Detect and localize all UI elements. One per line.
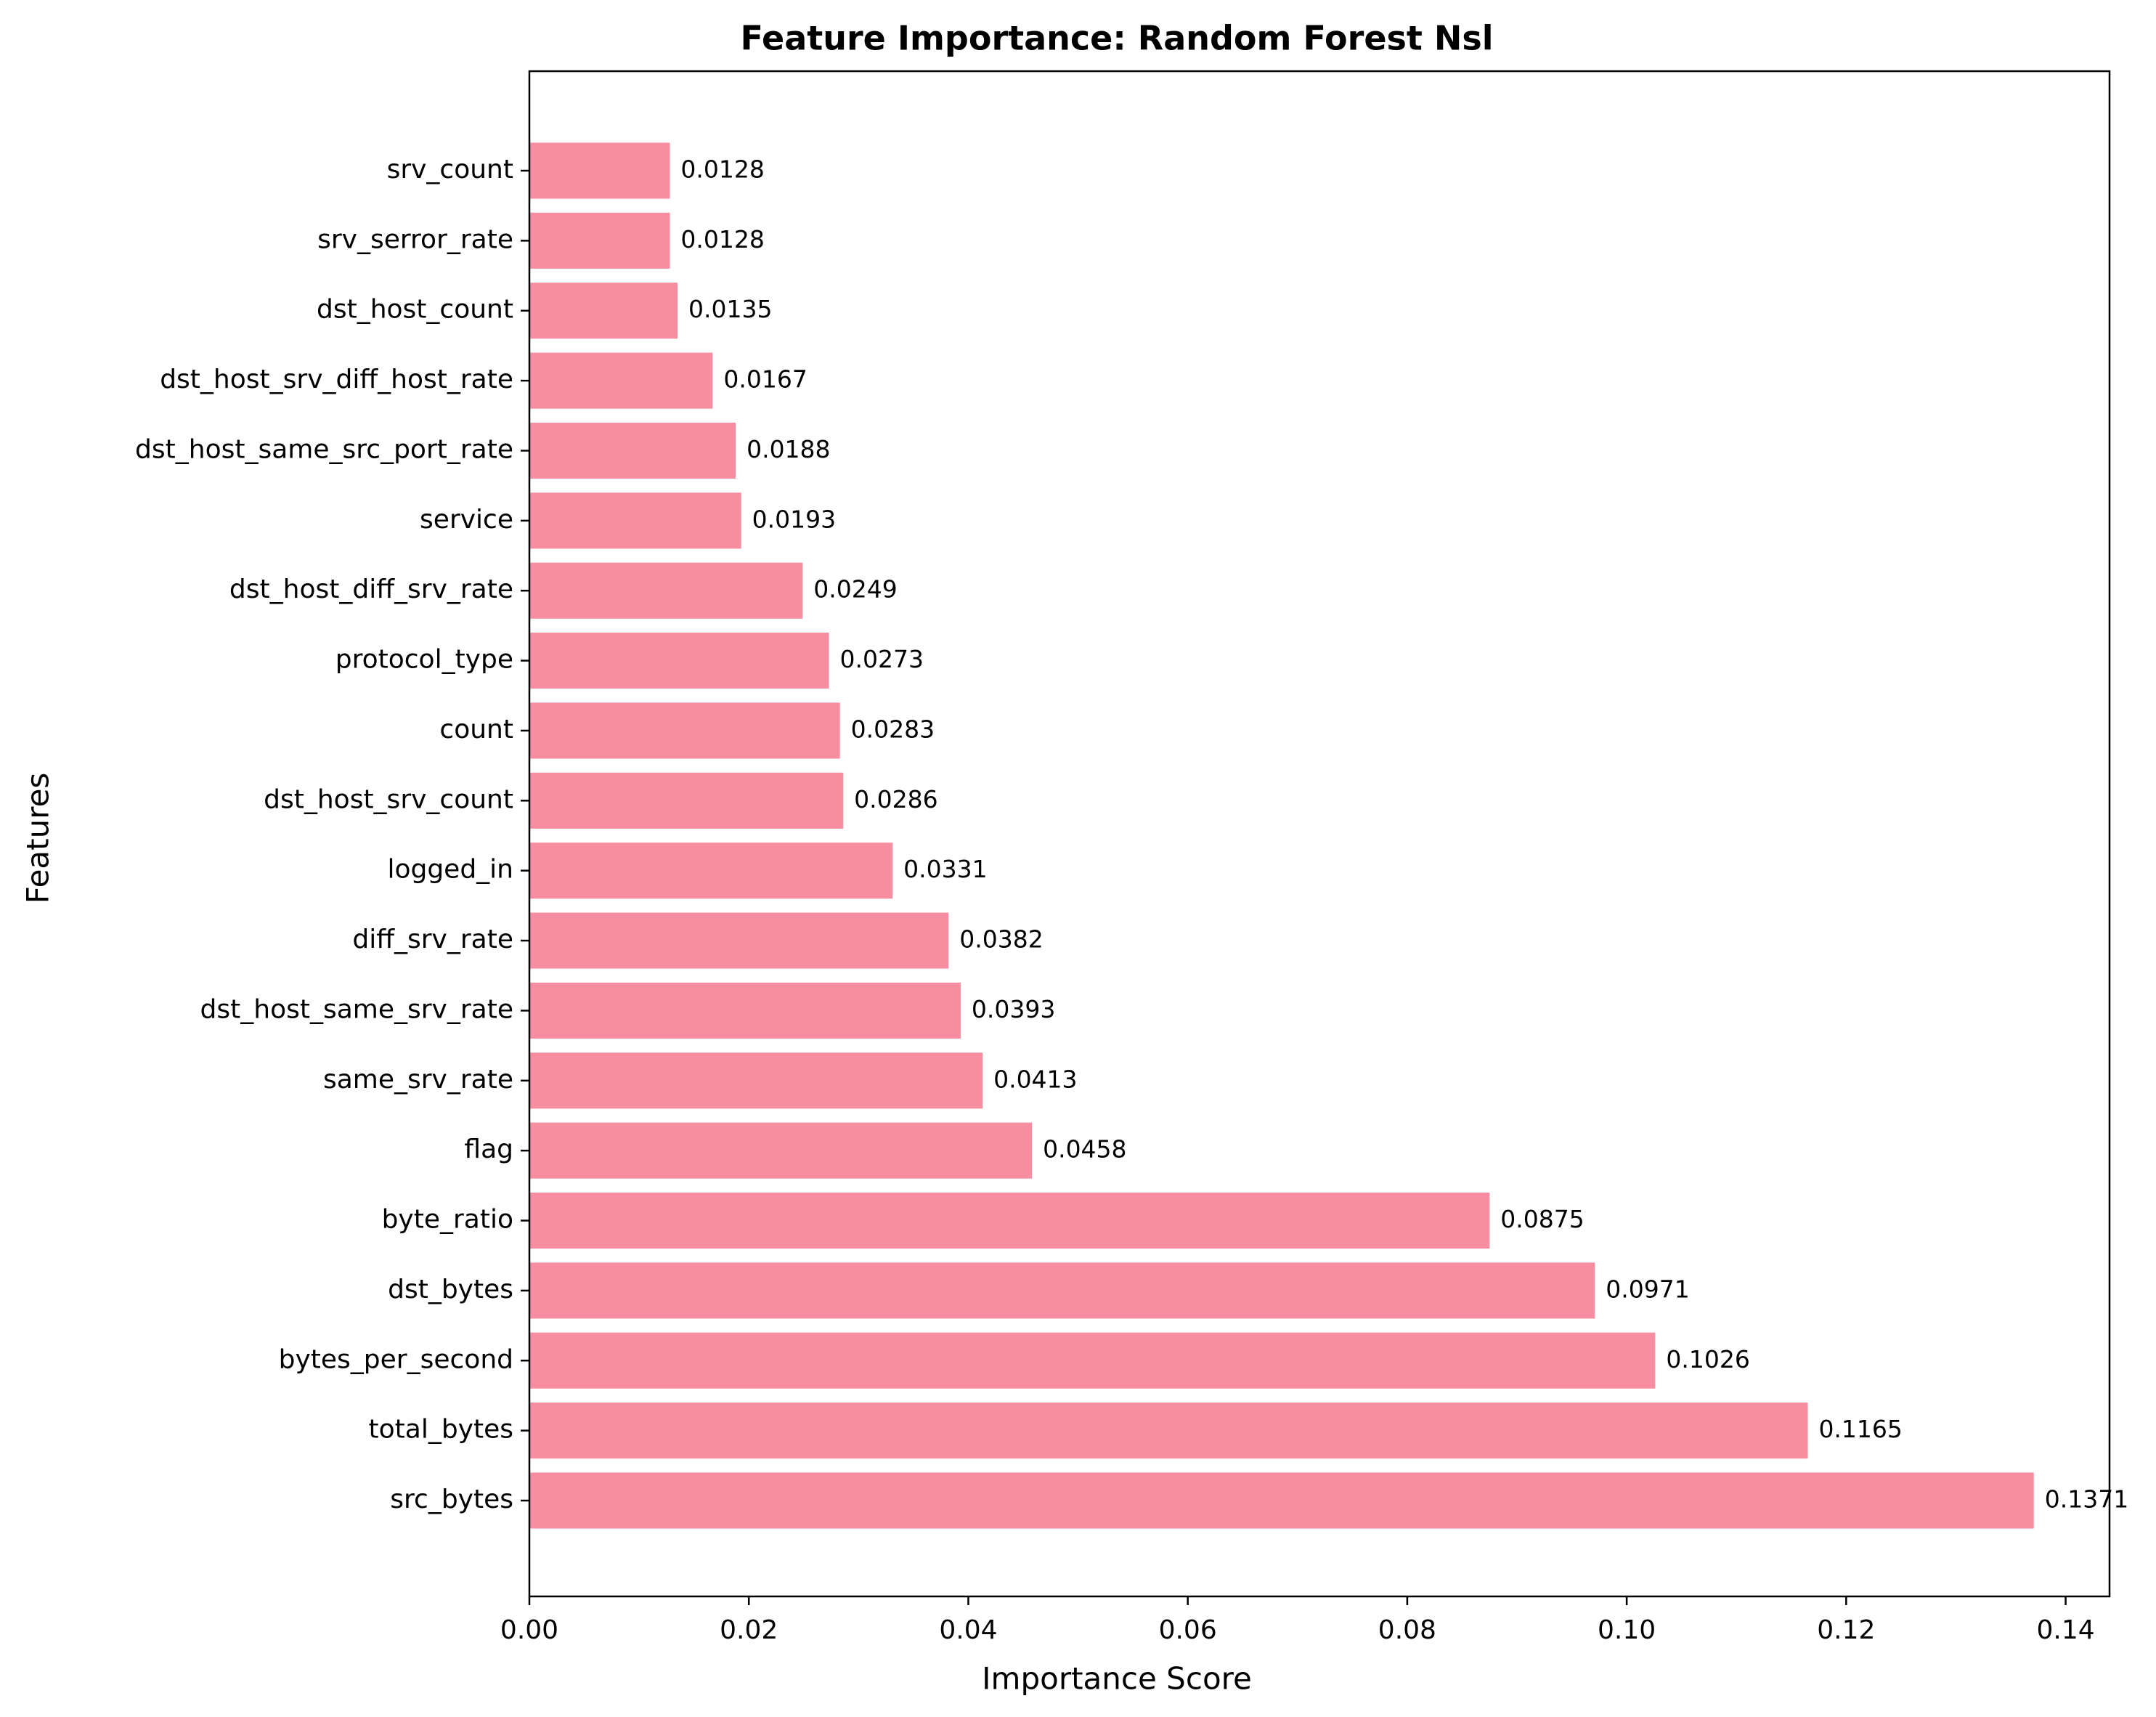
data-labels-group: 0.1371 0.1165 0.1026 0.0971 0.0875 0.0458 0.04… <box>680 155 2128 1514</box>
y-tick-label-same_srv_rate: same_srv_rate <box>323 1065 513 1095</box>
bar-flag <box>529 1122 1033 1179</box>
y-tick-label-srv_count: srv_count <box>387 155 513 184</box>
data-label-total_bytes: 0.1165 <box>1818 1415 1902 1443</box>
y-tick-label-logged_in: logged_in <box>387 855 513 885</box>
bar-srv_count <box>529 142 670 199</box>
y-tick-label-diff_srv_rate: diff_srv_rate <box>352 925 513 954</box>
y-tick-label-dst_host_count: dst_host_count <box>317 295 513 325</box>
y-tick-label-service: service <box>420 505 513 535</box>
data-label-dst_host_same_src_port_rate: 0.0188 <box>747 435 830 463</box>
y-tick-label-dst_host_srv_count: dst_host_srv_count <box>264 784 513 814</box>
data-label-diff_srv_rate: 0.0382 <box>959 925 1043 954</box>
data-label-srv_serror_rate: 0.0128 <box>680 225 764 253</box>
bar-service <box>529 492 741 549</box>
bar-dst_host_same_srv_rate <box>529 982 961 1039</box>
bar-dst_host_same_src_port_rate <box>529 422 736 479</box>
y-tick-label-dst_host_diff_srv_rate: dst_host_diff_srv_rate <box>229 575 513 604</box>
data-label-byte_ratio: 0.0875 <box>1500 1205 1584 1233</box>
x-tick-label-1: 0.02 <box>720 1615 778 1645</box>
y-tick-label-src_bytes: src_bytes <box>390 1485 513 1514</box>
bar-count <box>529 702 840 759</box>
x-tick-label-7: 0.14 <box>2036 1615 2094 1645</box>
y-tick-label-dst_host_srv_diff_host_rate: dst_host_srv_diff_host_rate <box>160 365 513 394</box>
data-label-count: 0.0283 <box>851 715 935 743</box>
bar-logged_in <box>529 843 893 899</box>
data-label-src_bytes: 0.1371 <box>2045 1485 2128 1514</box>
data-label-service: 0.0193 <box>752 505 836 533</box>
y-tick-label-count: count <box>439 715 513 744</box>
bar-bytes_per_second <box>529 1332 1656 1389</box>
data-label-dst_host_same_srv_rate: 0.0393 <box>972 995 1055 1023</box>
chart-title: Feature Importance: Random Forest Nsl <box>740 19 1493 58</box>
y-tick-label-dst_host_same_src_port_rate: dst_host_same_src_port_rate <box>135 434 513 464</box>
x-tick-label-6: 0.12 <box>1817 1615 1875 1645</box>
bar-dst_host_count <box>529 283 678 339</box>
x-axis-ticks: 0.00 0.02 0.04 0.06 0.08 0.10 0.12 0.14 <box>500 1596 2095 1645</box>
y-tick-label-total_bytes: total_bytes <box>369 1415 514 1445</box>
y-tick-label-dst_host_same_srv_rate: dst_host_same_srv_rate <box>200 994 513 1024</box>
bar-protocol_type <box>529 633 829 689</box>
bar-src_bytes <box>529 1472 2034 1529</box>
bar-dst_host_diff_srv_rate <box>529 562 803 619</box>
bar-byte_ratio <box>529 1192 1490 1249</box>
bar-dst_bytes <box>529 1262 1595 1319</box>
data-label-srv_count: 0.0128 <box>680 155 764 184</box>
y-tick-label-flag: flag <box>464 1134 513 1164</box>
y-tick-label-srv_serror_rate: srv_serror_rate <box>317 224 513 254</box>
data-label-protocol_type: 0.0273 <box>840 645 924 673</box>
y-tick-label-byte_ratio: byte_ratio <box>382 1205 513 1235</box>
bar-srv_serror_rate <box>529 212 670 269</box>
bar-dst_host_srv_diff_host_rate <box>529 352 713 409</box>
data-label-dst_bytes: 0.0971 <box>1606 1275 1689 1303</box>
bar-diff_srv_rate <box>529 912 949 969</box>
y-tick-label-bytes_per_second: bytes_per_second <box>279 1344 513 1374</box>
y-axis-ticks: src_bytes total_bytes bytes_per_second dst_… <box>135 155 529 1514</box>
bar-dst_host_srv_count <box>529 772 844 829</box>
bar-total_bytes <box>529 1403 1808 1459</box>
plot-area-frame <box>528 70 2111 1598</box>
y-tick-label-dst_bytes: dst_bytes <box>388 1275 513 1304</box>
data-label-same_srv_rate: 0.0413 <box>993 1065 1077 1093</box>
x-tick-label-0: 0.00 <box>500 1615 558 1645</box>
data-label-dst_host_count: 0.0135 <box>688 295 772 323</box>
data-label-bytes_per_second: 0.1026 <box>1666 1345 1749 1373</box>
data-label-dst_host_srv_count: 0.0286 <box>854 785 937 813</box>
data-label-logged_in: 0.0331 <box>903 855 987 883</box>
x-axis-label: Importance Score <box>982 1661 1252 1697</box>
x-tick-label-3: 0.06 <box>1159 1615 1217 1645</box>
y-tick-label-protocol_type: protocol_type <box>335 645 513 675</box>
x-tick-label-2: 0.04 <box>939 1615 997 1645</box>
x-tick-label-5: 0.10 <box>1598 1615 1656 1645</box>
y-axis-label: Features <box>20 773 56 904</box>
x-tick-label-4: 0.08 <box>1378 1615 1436 1645</box>
bars-group <box>529 142 2034 1529</box>
data-label-dst_host_srv_diff_host_rate: 0.0167 <box>723 365 807 394</box>
bar-same_srv_rate <box>529 1052 983 1109</box>
data-label-dst_host_diff_srv_rate: 0.0249 <box>813 575 897 604</box>
data-label-flag: 0.0458 <box>1043 1135 1126 1164</box>
